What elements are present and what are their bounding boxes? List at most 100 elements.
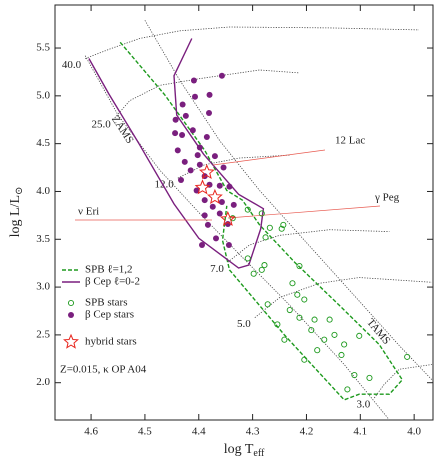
track-label: 40.0	[62, 59, 82, 71]
bcep-star	[182, 112, 189, 119]
x-axis-title: log Teff	[224, 442, 265, 459]
y-tick-label: 4.0	[36, 185, 50, 197]
spb-star	[366, 374, 373, 381]
bcep-star	[194, 152, 201, 159]
spb-star	[286, 306, 293, 314]
model-note: Z=0.015, κ OP A04	[60, 364, 147, 376]
x-tick-label: 4.1	[353, 426, 367, 438]
evolution-track	[85, 26, 420, 59]
y-tick-label: 2.5	[36, 328, 50, 340]
annotation-label: γ Peg	[374, 192, 400, 204]
spb-star	[250, 270, 257, 277]
spb-star	[266, 224, 273, 231]
bcep-star	[216, 210, 223, 217]
evolution-track	[177, 154, 290, 179]
y-tick-label: 3.0	[36, 281, 50, 293]
spb-star	[296, 314, 303, 321]
legend-marker	[67, 299, 75, 307]
track-label: 3.0	[357, 399, 371, 411]
bcep-star	[196, 144, 203, 151]
spb-star	[321, 336, 328, 343]
bcep-star	[224, 220, 231, 227]
spb-star	[301, 356, 308, 363]
spb-star	[308, 327, 315, 334]
spb-star	[331, 331, 338, 338]
annotation-label: ν Eri	[78, 206, 99, 218]
bcep-star	[211, 153, 218, 160]
legend-label: hybrid stars	[85, 336, 137, 348]
spb-star	[326, 316, 333, 323]
x-tick-label: 4.4	[192, 426, 206, 438]
bcep-star	[206, 110, 212, 117]
y-tick-label: 3.5	[36, 233, 50, 245]
x-tick-label: 4.5	[138, 426, 152, 438]
spb-star	[229, 215, 236, 222]
spb-star	[258, 210, 265, 217]
main-sequence-line	[84, 55, 390, 420]
spb-star	[261, 262, 268, 269]
bcep-star	[230, 201, 237, 208]
x-title-sub: eff	[253, 448, 265, 459]
bcep-star	[181, 158, 188, 165]
spb-star	[289, 280, 296, 287]
annotation-line	[227, 205, 381, 219]
bcep-star	[178, 176, 184, 183]
legend-label: SPB ℓ=1,2	[85, 264, 133, 276]
annotation-label: 12 Lac	[335, 135, 365, 147]
hybrid-star	[219, 210, 236, 226]
y-title-main: log L/L	[8, 195, 23, 237]
x-tick-label: 4.0	[407, 426, 421, 438]
bcep-star	[187, 167, 194, 174]
bcep-star	[190, 77, 197, 84]
spb-star	[341, 341, 348, 348]
spb-star	[281, 336, 288, 343]
legend-label: SPB stars	[85, 297, 128, 309]
bcep-star	[220, 164, 227, 171]
bcep-star	[189, 127, 196, 134]
y-tick-label: 5.0	[36, 89, 50, 101]
plot-frame	[54, 4, 434, 421]
x-tick-label: 4.2	[300, 426, 314, 438]
legend-marker	[68, 312, 74, 318]
bcep-star	[179, 132, 186, 139]
bcep-star	[209, 203, 216, 210]
annotation-line	[212, 149, 326, 166]
track-label: 12.0	[155, 179, 175, 191]
track-label: 25.0	[92, 118, 112, 130]
bcep-star	[206, 91, 213, 98]
evolution-track	[114, 69, 300, 119]
boundary-label: TAMS	[364, 316, 392, 346]
hybrid-star	[207, 188, 223, 204]
bcep-star	[193, 187, 200, 194]
evolution-track	[254, 277, 432, 319]
bcep-star	[196, 161, 203, 168]
boundary-label: ZAMS	[109, 114, 136, 146]
bcep-star	[213, 235, 219, 242]
spb-star	[280, 221, 287, 228]
evolution-track	[373, 364, 432, 399]
spb-star	[314, 347, 321, 354]
bcep-star	[199, 242, 205, 249]
spb-star	[311, 316, 318, 323]
spb-star	[356, 332, 363, 339]
y-title-sub: ⊙	[14, 187, 25, 195]
spb-star	[258, 266, 265, 273]
x-tick-label: 4.3	[246, 426, 260, 438]
bcep-star	[179, 101, 186, 108]
spb-star	[244, 255, 251, 262]
instability-strip	[88, 38, 265, 269]
bcep-star	[192, 93, 198, 100]
bcep-star	[201, 197, 208, 204]
spb-star	[264, 301, 271, 308]
spb-star	[244, 206, 251, 213]
x-title-main: log T	[224, 442, 254, 457]
spb-star	[296, 262, 303, 270]
instability-strip	[119, 41, 404, 401]
spb-star	[278, 225, 285, 232]
bcep-star	[204, 221, 211, 228]
main-sequence-line	[144, 20, 433, 381]
spb-star	[344, 386, 351, 393]
spb-star	[294, 291, 301, 298]
legend-label: β Cep ℓ=0-2	[85, 276, 140, 288]
